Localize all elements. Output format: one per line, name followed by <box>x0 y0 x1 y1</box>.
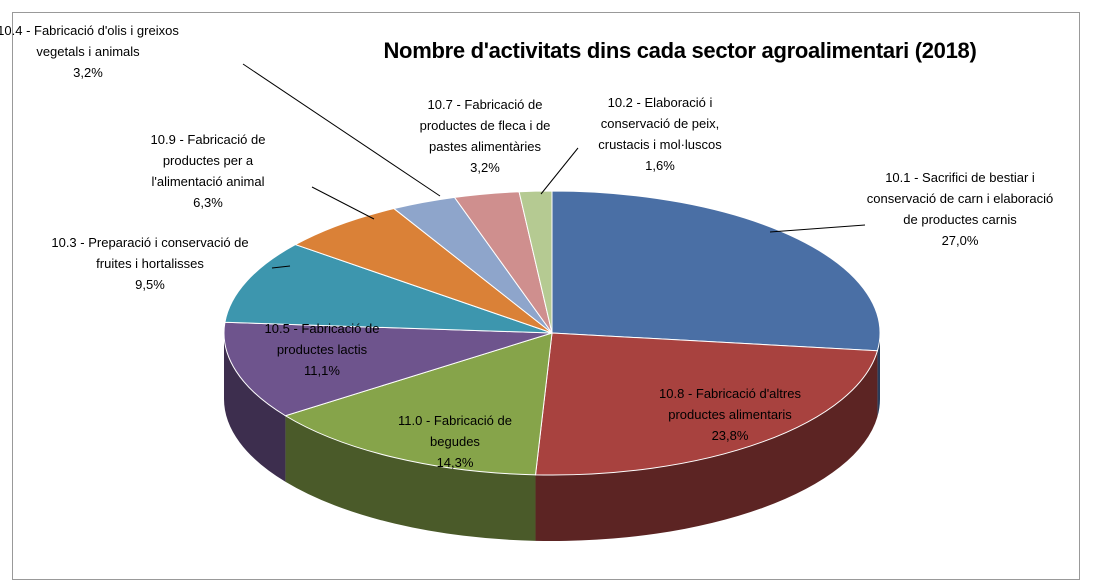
pie-slice <box>551 190 881 352</box>
value-label: 9,5% <box>135 277 165 292</box>
slice-side <box>224 333 286 482</box>
category-label: 10.4 - Fabricació d'olis i greixos veget… <box>0 23 179 59</box>
pie <box>223 190 881 541</box>
value-label: 1,6% <box>645 158 675 173</box>
category-label: 10.5 - Fabricació de productes lactis <box>264 321 380 357</box>
leader-line <box>242 63 441 197</box>
category-label: 10.1 - Sacrifici de bestiar i conservaci… <box>866 170 1054 227</box>
data-label: 10.9 - Fabricació de productes per a l'a… <box>128 129 288 213</box>
value-label: 23,8% <box>711 428 749 443</box>
leader-lines <box>242 63 866 269</box>
leader-line <box>311 186 375 220</box>
category-label: 10.2 - Elaboració i conservació de peix,… <box>598 95 722 152</box>
value-label: 27,0% <box>941 233 979 248</box>
data-label: 10.7 - Fabricació de productes de fleca … <box>405 94 565 178</box>
leader-line <box>271 265 291 269</box>
slice-side <box>877 333 880 417</box>
data-label: 10.4 - Fabricació d'olis i greixos veget… <box>0 20 183 83</box>
slice-side <box>535 350 878 541</box>
category-label: 10.7 - Fabricació de productes de fleca … <box>419 97 551 154</box>
category-label: 11.0 - Fabricació de begudes <box>398 413 512 449</box>
data-label: 10.2 - Elaboració i conservació de peix,… <box>578 92 743 176</box>
data-label: 10.1 - Sacrifici de bestiar i conservaci… <box>860 167 1060 251</box>
value-label: 11,1% <box>304 363 340 378</box>
category-label: 10.9 - Fabricació de productes per a l'a… <box>150 132 266 189</box>
data-label: 10.8 - Fabricació d'altres productes ali… <box>640 383 820 446</box>
slice-side <box>285 415 536 541</box>
category-label: 10.8 - Fabricació d'altres productes ali… <box>659 386 801 422</box>
pie-slice <box>518 190 553 334</box>
pie-slice <box>294 208 553 334</box>
data-label: 10.3 - Preparació i conservació de fruit… <box>45 232 255 295</box>
value-label: 3,2% <box>470 160 500 175</box>
leader-line <box>769 224 866 233</box>
leader-line <box>540 147 579 195</box>
value-label: 14,3% <box>436 455 474 470</box>
pie-slice <box>534 332 879 476</box>
pie-slice <box>284 332 553 476</box>
pie-slice <box>223 321 553 417</box>
value-label: 6,3% <box>193 195 223 210</box>
chart-title: Nombre d'activitats dins cada sector agr… <box>383 38 977 63</box>
data-label: 10.5 - Fabricació de productes lactis 11,… <box>247 318 397 381</box>
data-label: 11.0 - Fabricació de begudes 14,3% <box>380 410 530 473</box>
value-label: 3,2% <box>73 65 103 80</box>
pie-slice <box>224 244 553 334</box>
category-label: 10.3 - Preparació i conservació de fruit… <box>51 235 249 271</box>
